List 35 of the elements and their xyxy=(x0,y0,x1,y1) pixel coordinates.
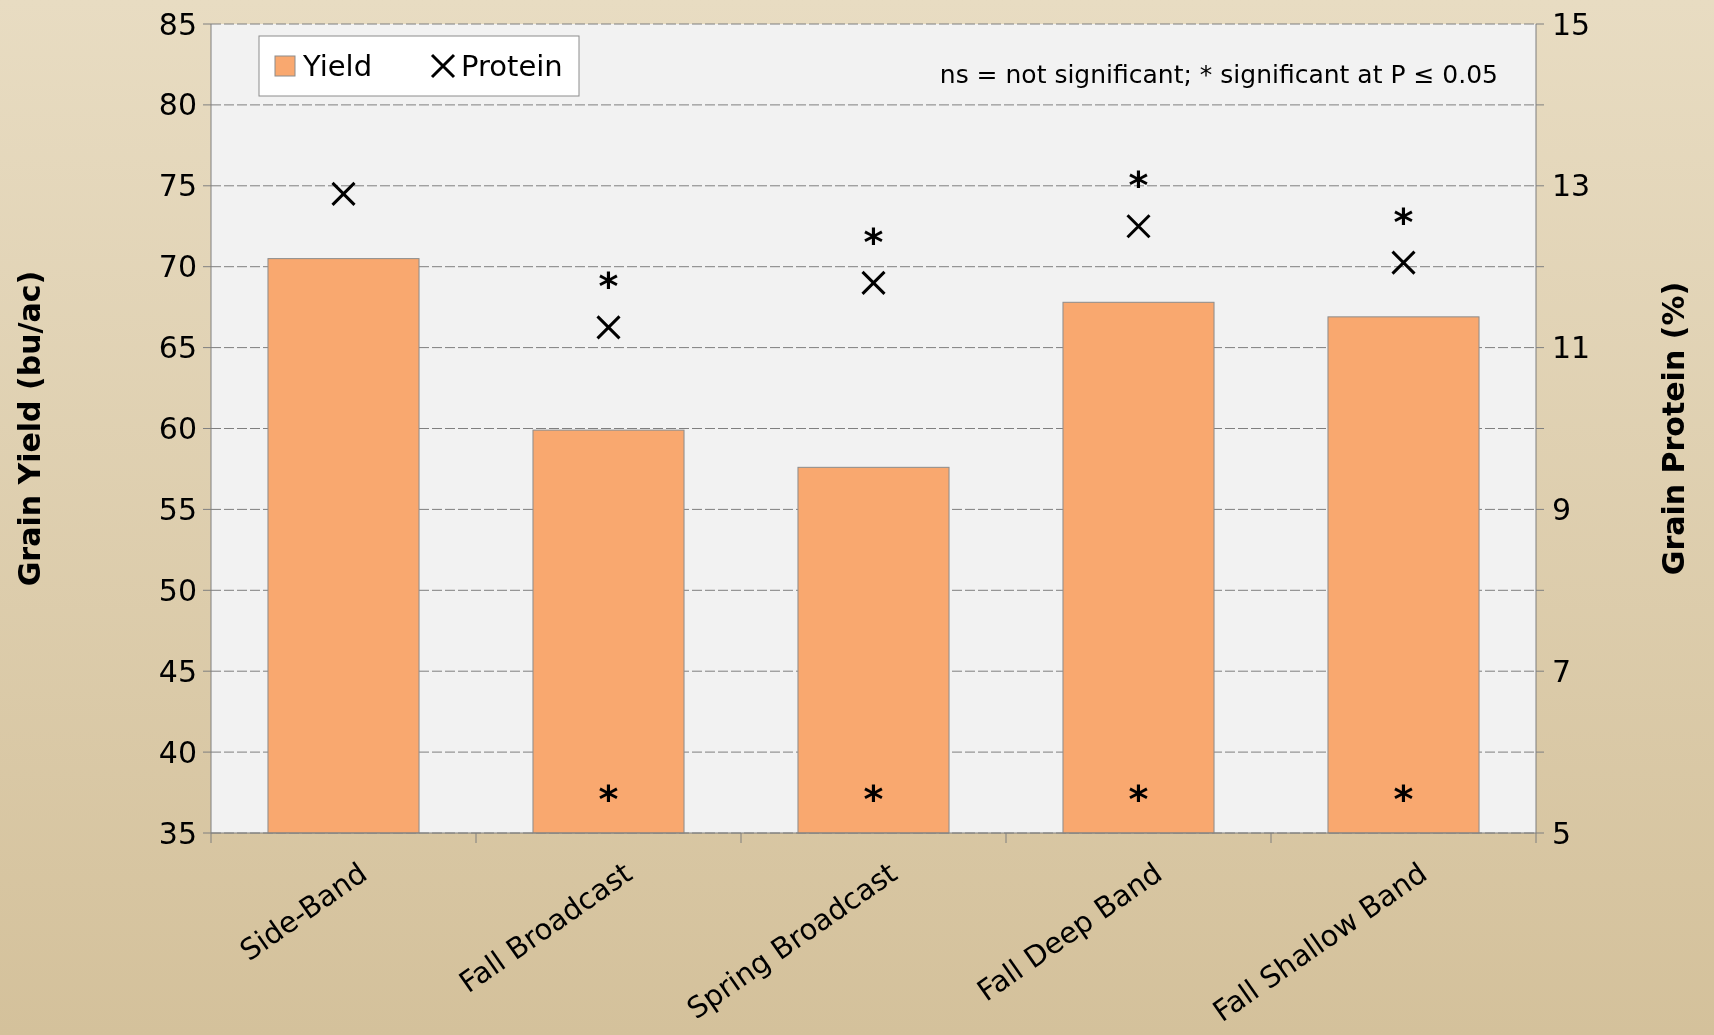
y2-tick-label: 11 xyxy=(1552,330,1591,366)
data-label: * xyxy=(1128,163,1149,208)
y-tick-label: 65 xyxy=(158,330,197,366)
point xyxy=(1126,213,1151,239)
data-label: * xyxy=(1393,199,1414,244)
y-tick-label: 70 xyxy=(158,249,197,285)
legend-label: Yield xyxy=(302,49,373,84)
y-tick-label: 40 xyxy=(158,734,197,770)
y2-tick-label: 13 xyxy=(1552,168,1591,204)
y-tick-label: 50 xyxy=(158,572,197,608)
point xyxy=(1391,250,1416,276)
annotation: ns = not significant; * significant at P ≤ 0.05 xyxy=(939,59,1498,89)
point xyxy=(331,181,356,207)
y-tick-label: 35 xyxy=(158,815,197,851)
point xyxy=(861,270,886,296)
legend-label: Protein xyxy=(461,49,563,84)
point xyxy=(596,314,621,340)
y2-tick-label: 15 xyxy=(1552,6,1591,42)
data-label: * xyxy=(863,776,884,821)
y-tick-label: 85 xyxy=(158,6,197,42)
y-axis-title: Grain Yield (bu/ac) xyxy=(12,270,47,587)
data-label: * xyxy=(598,264,619,309)
data-label: * xyxy=(863,219,884,264)
y2-tick-label: 7 xyxy=(1552,653,1572,689)
y-tick-label: 55 xyxy=(158,491,197,527)
y2-tick-label: 5 xyxy=(1552,815,1572,851)
y-tick-label: 60 xyxy=(158,411,197,446)
y2-tick-label: 9 xyxy=(1552,491,1572,527)
data-label: * xyxy=(1128,776,1149,821)
data-label: * xyxy=(598,776,619,821)
y-tick-label: 75 xyxy=(158,168,197,204)
data-label: * xyxy=(1393,776,1414,821)
y-tick-label: 45 xyxy=(158,653,197,689)
y-tick-label: 80 xyxy=(158,87,197,123)
y2-axis-title: Grain Protein (%) xyxy=(1656,281,1691,576)
